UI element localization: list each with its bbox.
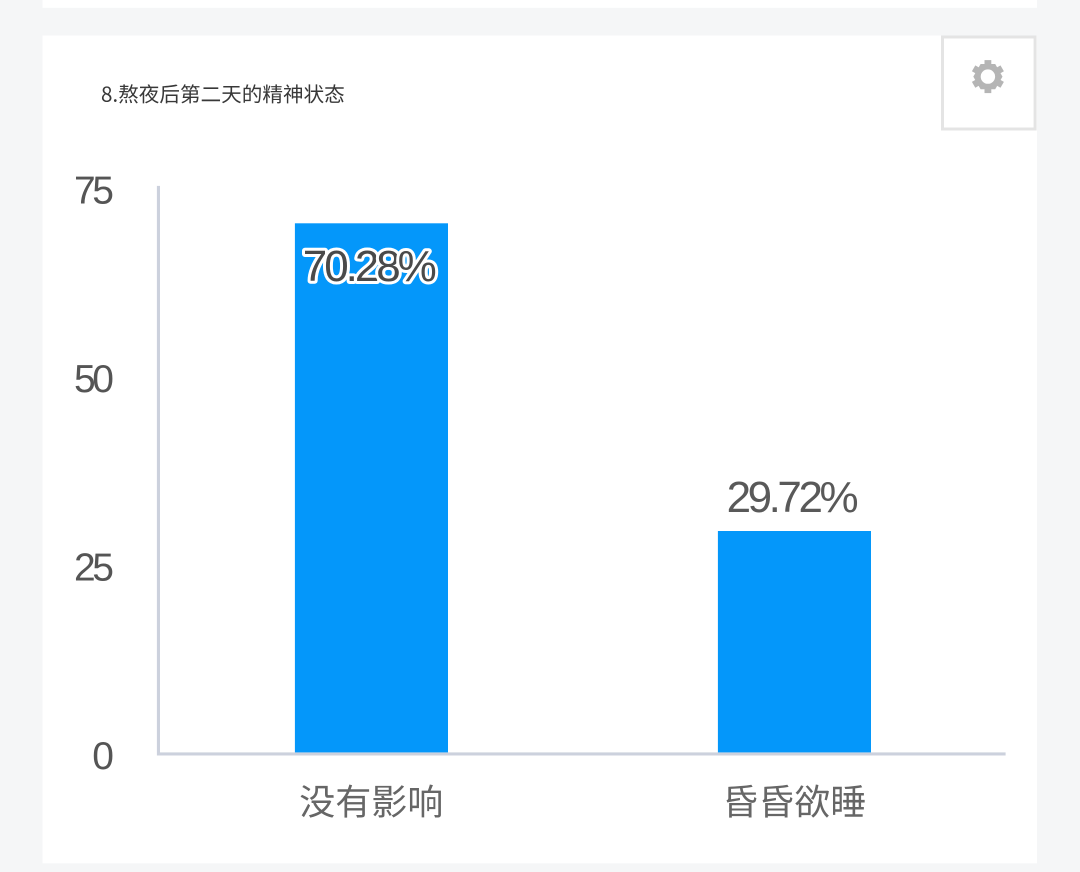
svg-text:0: 0 (92, 735, 114, 778)
svg-text:70.28%: 70.28% (303, 242, 437, 291)
svg-text:25: 25 (74, 547, 114, 590)
svg-text:75: 75 (74, 169, 114, 212)
svg-text:29.72%: 29.72% (727, 473, 859, 522)
svg-text:50: 50 (74, 358, 114, 401)
